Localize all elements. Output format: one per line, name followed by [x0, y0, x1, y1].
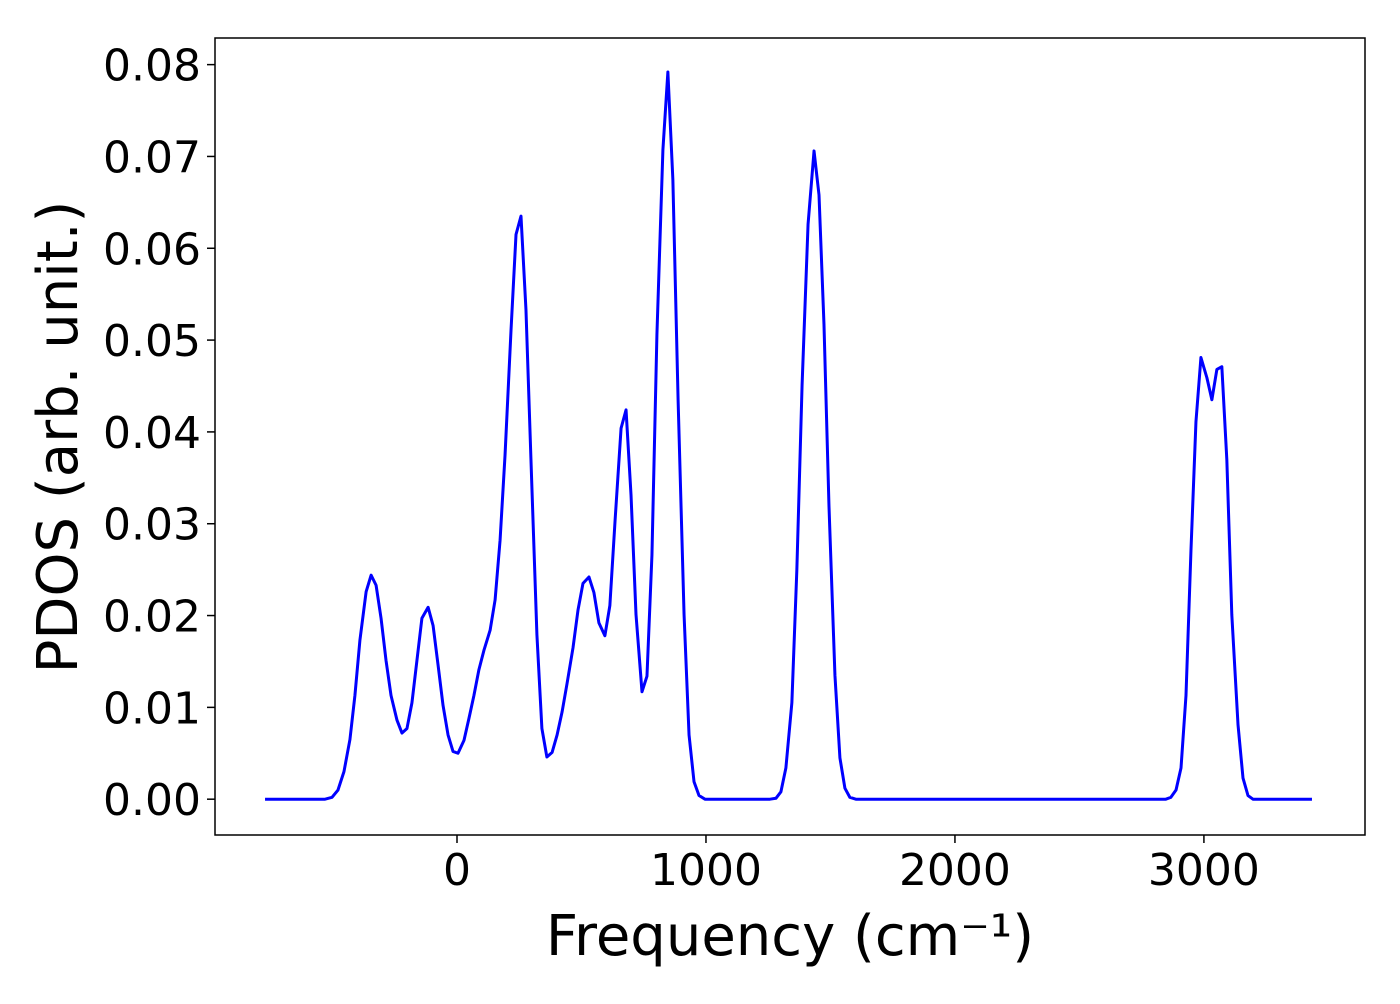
y-tick-label: 0.06 [103, 224, 201, 275]
y-tick-label: 0.00 [103, 775, 201, 826]
x-tick-label: 2000 [899, 845, 1011, 896]
y-tick-label: 0.07 [103, 132, 201, 183]
y-axis-label: PDOS (arb. unit.) [26, 201, 91, 674]
y-tick-label: 0.02 [103, 592, 201, 643]
y-tick-label: 0.08 [103, 41, 201, 92]
plot-frame [214, 37, 1366, 836]
y-tick-label: 0.05 [103, 316, 201, 367]
y-tick-label: 0.03 [103, 500, 201, 551]
y-tick-label: 0.01 [103, 683, 201, 734]
y-tick-label: 0.04 [103, 408, 201, 459]
x-axis-label: Frequency (cm⁻¹) [546, 904, 1034, 969]
x-tick-label: 1000 [650, 845, 762, 896]
x-tick-label: 0 [443, 845, 471, 896]
x-tick-label: 3000 [1148, 845, 1260, 896]
line [265, 70, 1312, 801]
